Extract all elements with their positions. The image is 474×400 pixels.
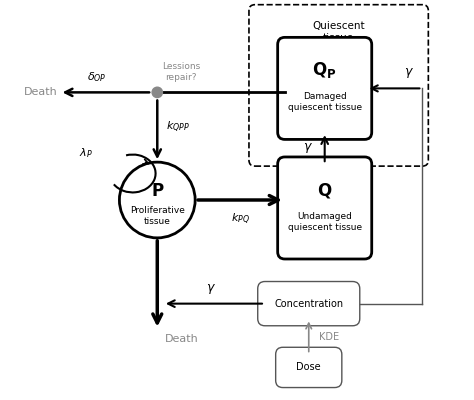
Text: Proliferative
tissue: Proliferative tissue [130,206,185,226]
Text: Dose: Dose [296,362,321,372]
Text: $\mathbf{Q}$: $\mathbf{Q}$ [317,180,332,200]
Text: Quiescent
tissue: Quiescent tissue [312,21,365,43]
Text: $\delta_{OP}$: $\delta_{OP}$ [87,70,106,84]
Circle shape [152,87,163,98]
Text: $k_{PQ}$: $k_{PQ}$ [230,212,249,227]
Text: Damaged
quiescent tissue: Damaged quiescent tissue [288,92,362,112]
Text: Death: Death [24,87,58,97]
FancyBboxPatch shape [278,37,372,140]
FancyBboxPatch shape [249,5,428,166]
Text: $\lambda_P$: $\lambda_P$ [79,146,92,160]
Text: $k_{QPP}$: $k_{QPP}$ [166,120,190,135]
Text: Death: Death [165,334,199,344]
Text: $\mathbf{Q_P}$: $\mathbf{Q_P}$ [312,60,337,80]
Circle shape [119,162,195,238]
Text: Lessions
repair?: Lessions repair? [162,62,201,82]
Text: $\gamma$: $\gamma$ [404,66,414,80]
FancyBboxPatch shape [276,347,342,388]
FancyBboxPatch shape [258,282,360,326]
Text: $\mathbf{P}$: $\mathbf{P}$ [151,182,164,200]
Text: Concentration: Concentration [274,299,343,309]
Text: KDE: KDE [319,332,339,342]
Text: Undamaged
quiescent tissue: Undamaged quiescent tissue [288,212,362,232]
FancyBboxPatch shape [278,157,372,259]
Text: $\gamma$: $\gamma$ [303,141,313,155]
Text: $\gamma$: $\gamma$ [206,282,216,296]
